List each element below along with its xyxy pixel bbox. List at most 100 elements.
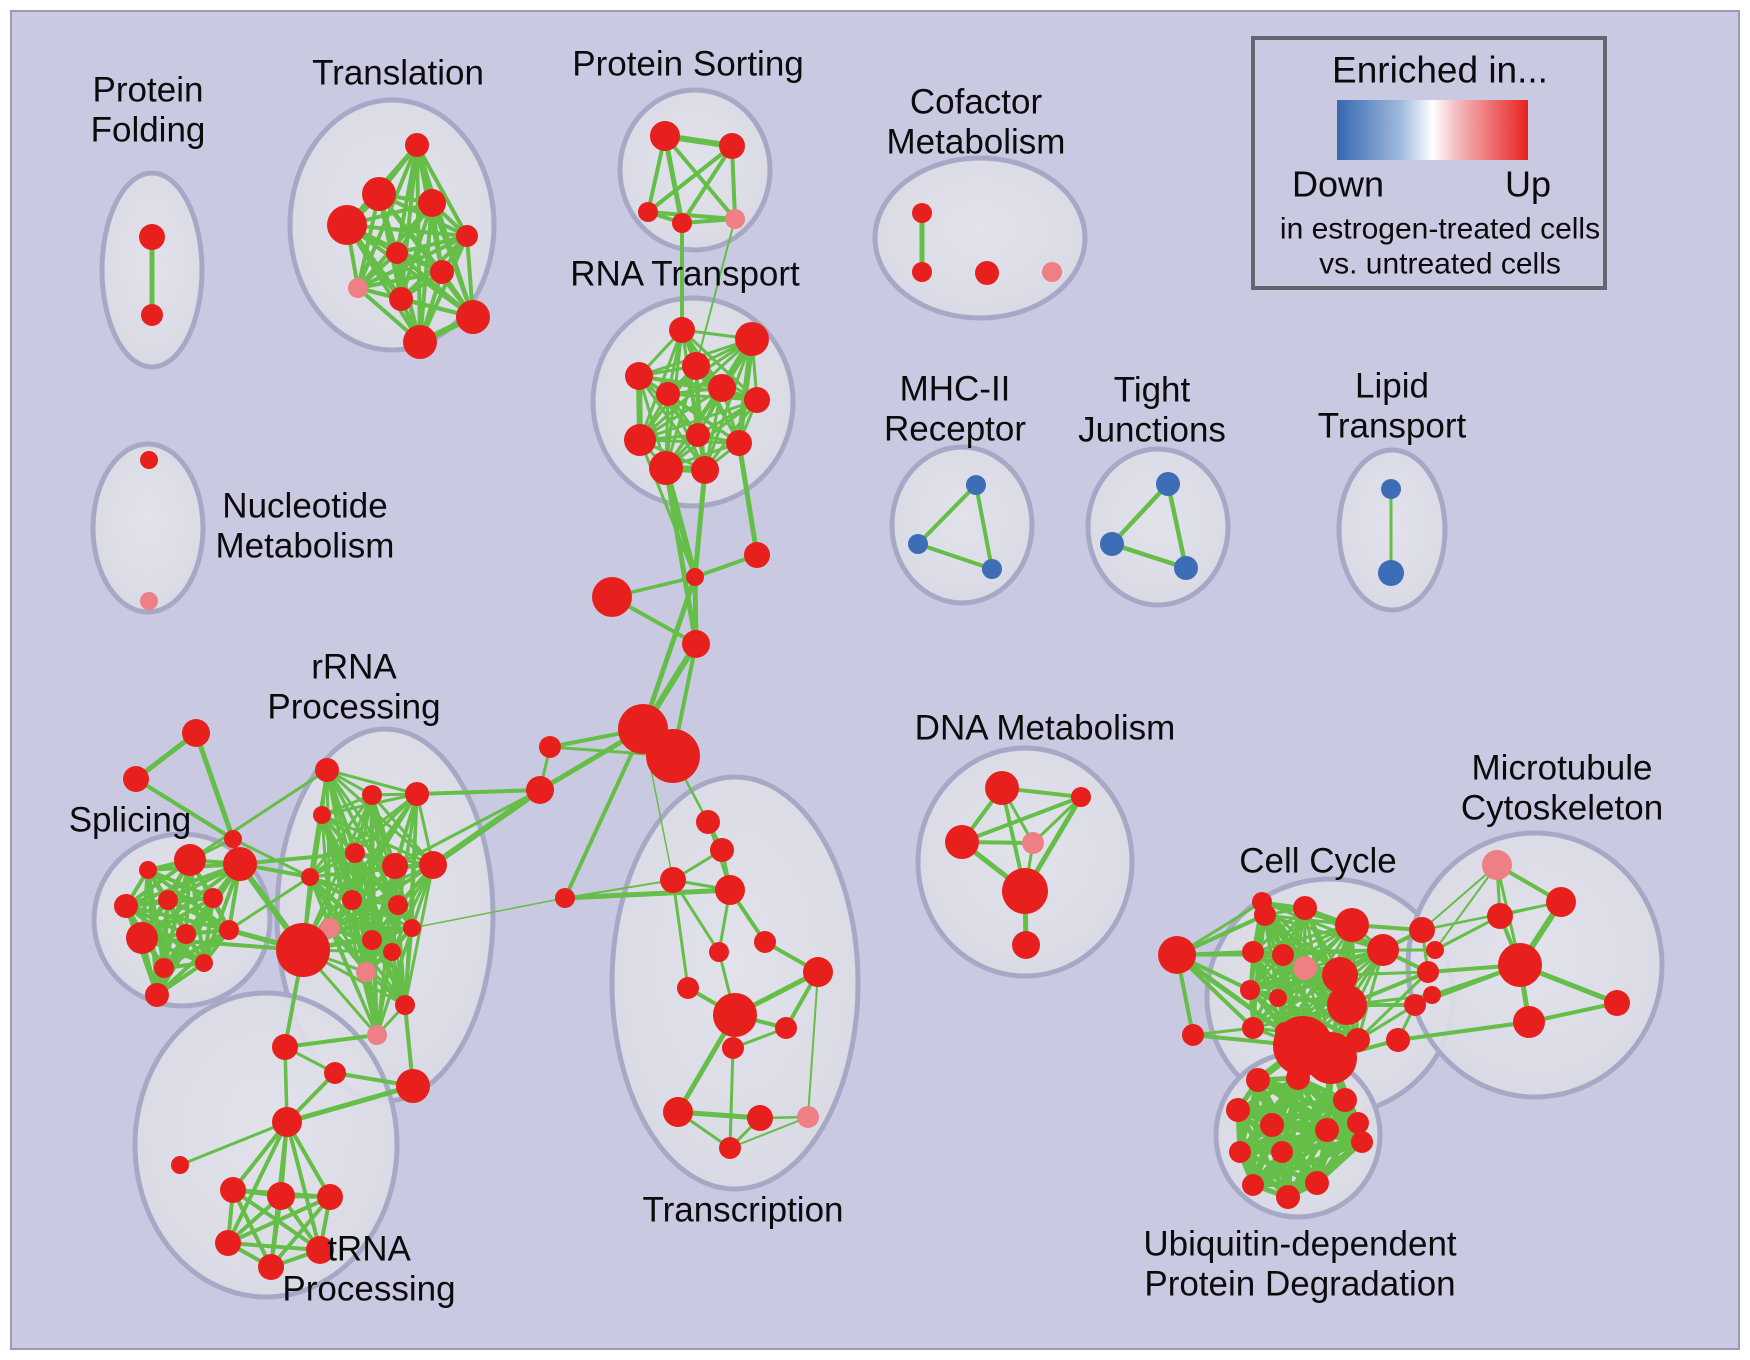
edge-b3-mt1: [1434, 864, 1498, 951]
edge-p2-p4: [680, 144, 734, 225]
edge-x16-x15: [729, 1116, 809, 1149]
node-sp1: [139, 861, 157, 879]
cluster-label-transcription-line1: Transcription: [643, 1191, 844, 1230]
node-e4: [215, 1230, 241, 1256]
edge-b6-mt5: [1396, 1020, 1531, 1042]
cluster-label-nucleotide-metabolism-line1: Nucleotide: [222, 487, 387, 526]
node-mt4: [1498, 943, 1542, 987]
node-r9: [686, 423, 710, 447]
edge-x5-x3: [564, 879, 674, 899]
node-cc12: [1242, 1017, 1264, 1039]
edge-r11-h4: [663, 465, 699, 647]
edge-m1-m2: [916, 483, 978, 546]
node-t9: [389, 287, 413, 311]
cluster-label-cell-cycle-line1: Cell Cycle: [1239, 842, 1397, 881]
edge-t5-t6: [395, 234, 469, 255]
node-x7: [709, 942, 729, 962]
cluster-label-rrna-processing-line1: rRNA: [311, 648, 397, 687]
legend-box: [1251, 36, 1607, 290]
edge-e4-e5: [226, 1241, 322, 1252]
edge-p5-r3: [695, 218, 736, 367]
node-t10: [456, 300, 490, 334]
node-mt6: [1604, 990, 1630, 1016]
cluster-label-protein-folding-line2: Folding: [91, 111, 206, 150]
node-sp8: [176, 924, 196, 944]
node-x8: [677, 977, 699, 999]
cluster-label-protein-folding-line1: Protein: [93, 71, 204, 110]
edge-d2-d4: [1031, 795, 1083, 845]
node-u2: [1286, 1066, 1310, 1090]
node-b5: [1404, 994, 1426, 1016]
node-sp12: [145, 983, 169, 1007]
edge-rr12-x5: [411, 897, 566, 929]
node-cc15: [1182, 1024, 1204, 1046]
node-u3: [1333, 1088, 1357, 1112]
node-t8: [348, 278, 368, 298]
node-ccL: [1158, 936, 1196, 974]
node-x16: [719, 1137, 741, 1159]
node-x11: [775, 1017, 797, 1039]
node-p1: [650, 121, 680, 151]
node-e5: [306, 1236, 334, 1264]
cluster-label-cofactor-metabolism-line1: Cofactor: [910, 83, 1043, 122]
node-n1: [140, 451, 158, 469]
node-k3: [396, 1069, 430, 1103]
edge-x9-x15: [807, 971, 819, 1118]
cluster-label-tight-junctions-line1: Tight: [1114, 371, 1191, 410]
edge-x12-x16: [728, 1046, 735, 1150]
node-rr9: [388, 895, 408, 915]
node-t6: [386, 242, 408, 264]
node-d2: [1071, 787, 1091, 807]
node-rr11: [362, 930, 382, 950]
cluster-label-mhc-ii-receptor-line2: Receptor: [884, 410, 1026, 449]
node-h2: [744, 542, 770, 568]
edge-sp2-rr1: [188, 768, 329, 862]
node-k4: [272, 1107, 302, 1137]
edge-r4-r7: [637, 374, 759, 402]
node-t2: [362, 177, 396, 211]
node-h4: [682, 630, 710, 658]
node-rr6: [382, 853, 408, 879]
cluster-ellipse-tight-junctions: [1085, 446, 1231, 608]
edge-u4-u7: [1235, 1107, 1361, 1126]
edge-t4-t5: [345, 223, 469, 238]
edge-b1-mt1: [1421, 864, 1498, 931]
nodes-layer: [114, 121, 1630, 1280]
node-rr2: [362, 785, 382, 805]
node-rr4: [313, 806, 331, 824]
cluster-label-translation-line1: Translation: [312, 54, 484, 93]
edge-rr2-rr17: [370, 793, 435, 867]
edge-u9-u10: [1279, 1139, 1365, 1155]
node-cc11: [1327, 985, 1367, 1025]
edge-e1-e6: [231, 1188, 273, 1269]
node-sp7: [126, 922, 158, 954]
legend-gradient-bar: [1337, 100, 1528, 160]
node-sp4: [114, 894, 138, 918]
edge-rr15-k1: [283, 1033, 379, 1049]
node-cc16: [1252, 892, 1272, 912]
edge-r12-h1: [692, 467, 708, 580]
node-cc3: [1335, 908, 1369, 942]
node-m2: [908, 534, 928, 554]
cluster-label-microtubule-cytoskeleton-line2: Cytoskeleton: [1461, 789, 1663, 828]
edge-rr4-rr15: [320, 813, 379, 1037]
edge-rr14-rr17: [390, 863, 435, 954]
cluster-ellipse-mhc-ii-receptor: [889, 444, 1035, 606]
legend-title: Enriched in...: [1332, 50, 1548, 91]
edge-s2-s3: [134, 777, 235, 841]
node-j3: [1174, 556, 1198, 580]
node-sp5: [158, 890, 178, 910]
edge-rr16-rr17: [403, 863, 435, 1007]
edge-t7-t8: [356, 270, 444, 290]
legend-note-line1: in estrogen-treated cells: [1280, 213, 1600, 246]
node-d4: [1022, 832, 1044, 854]
edge-rr8-rr17: [350, 863, 435, 902]
edge-rr13-rr15: [364, 970, 379, 1037]
node-rr7: [301, 868, 319, 886]
node-ccG2: [1305, 1032, 1357, 1084]
node-rr5: [345, 843, 365, 863]
edge-j1-j3: [1165, 481, 1189, 571]
node-r4: [625, 362, 653, 390]
node-c1: [912, 203, 932, 223]
